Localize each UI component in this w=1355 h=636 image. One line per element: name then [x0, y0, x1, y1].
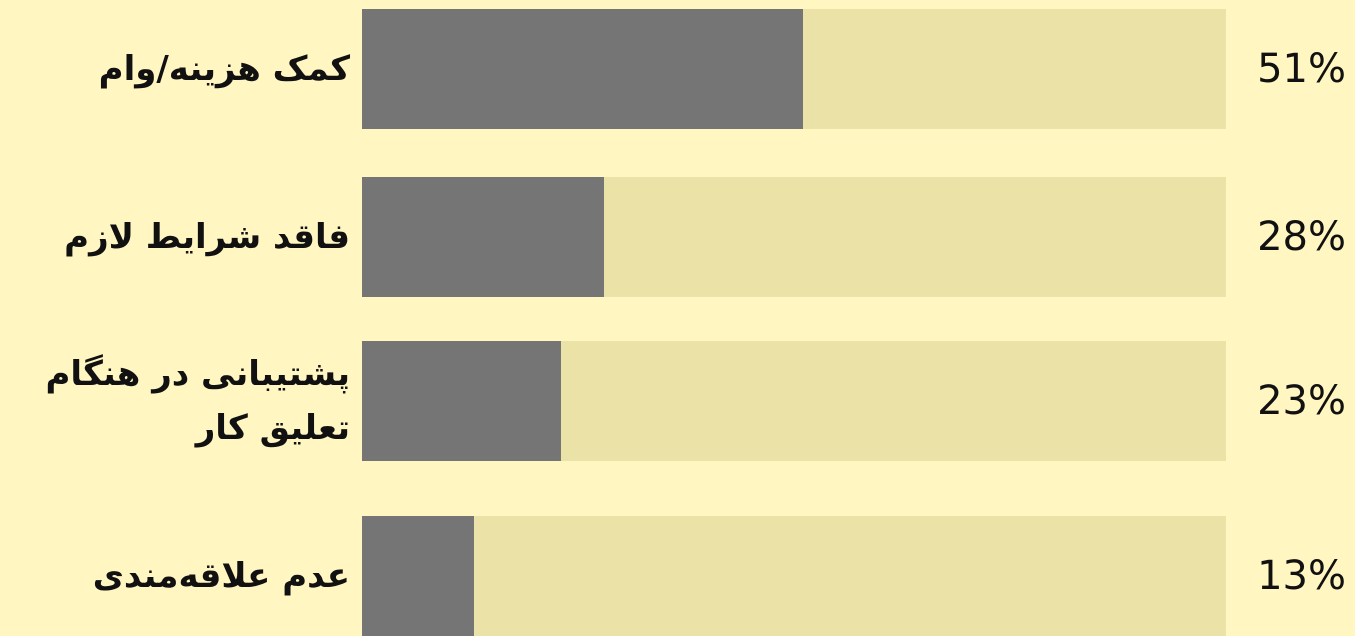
bar-track — [362, 516, 1226, 636]
bar — [362, 177, 604, 297]
bar — [362, 516, 475, 636]
value-label: 23% — [1257, 378, 1346, 424]
category-label: فاقد شرایط لازم — [64, 217, 350, 257]
bar — [362, 341, 561, 461]
value-label: 51% — [1257, 46, 1346, 92]
value-label: 28% — [1257, 214, 1346, 260]
value-label: 13% — [1257, 553, 1346, 599]
category-label: کمک هزینه/وام — [98, 49, 350, 89]
bar — [362, 9, 803, 129]
category-label: عدم علاقه‌مندی — [92, 556, 350, 596]
category-label: پشتیبانی در هنگام تعلیق کار — [45, 354, 350, 448]
